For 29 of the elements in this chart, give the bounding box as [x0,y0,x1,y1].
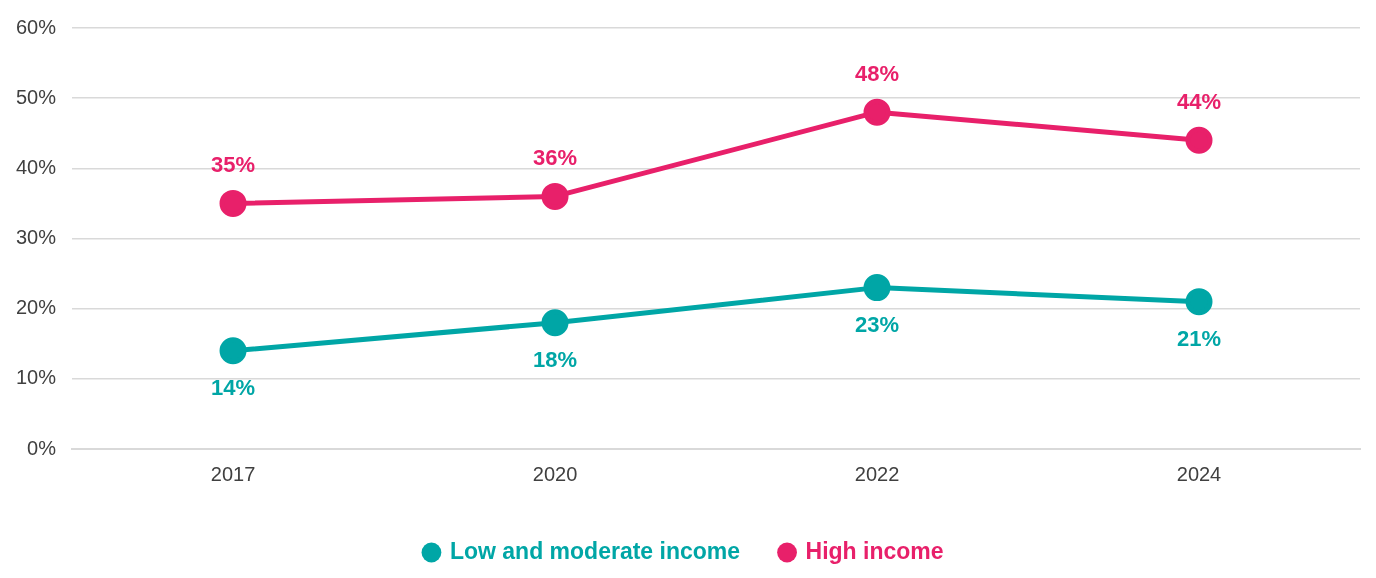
point [219,189,247,217]
y-tick-label: 10% [16,366,57,389]
y-tick-label: 40% [16,155,57,178]
y-tick-label: 20% [16,296,57,319]
data-label: 48% [854,61,900,87]
x-tick-label: 2017 [210,462,256,485]
data-label: 36% [532,145,578,171]
point [863,274,891,302]
x-tick-label: 2024 [1176,462,1222,485]
point [541,309,569,337]
point [541,182,569,210]
point [1185,126,1213,154]
legend-label: High income [805,537,944,564]
point [863,98,891,126]
data-label: 44% [1176,89,1222,115]
data-label: 18% [532,346,578,372]
y-tick-label: 50% [16,85,57,108]
data-label: 14% [211,374,256,400]
x-tick-label: 2022 [854,462,900,485]
data-label: 23% [854,311,900,337]
legend-label: Low and moderate income [449,537,741,564]
y-tick-label: 60% [16,15,57,38]
y-tick-label: 0% [27,436,57,459]
point [219,337,247,365]
point [1185,288,1213,316]
data-label: 21% [1176,325,1222,351]
y-tick-label: 30% [16,226,57,249]
data-label: 35% [211,152,256,178]
x-tick-label: 2020 [532,462,578,485]
